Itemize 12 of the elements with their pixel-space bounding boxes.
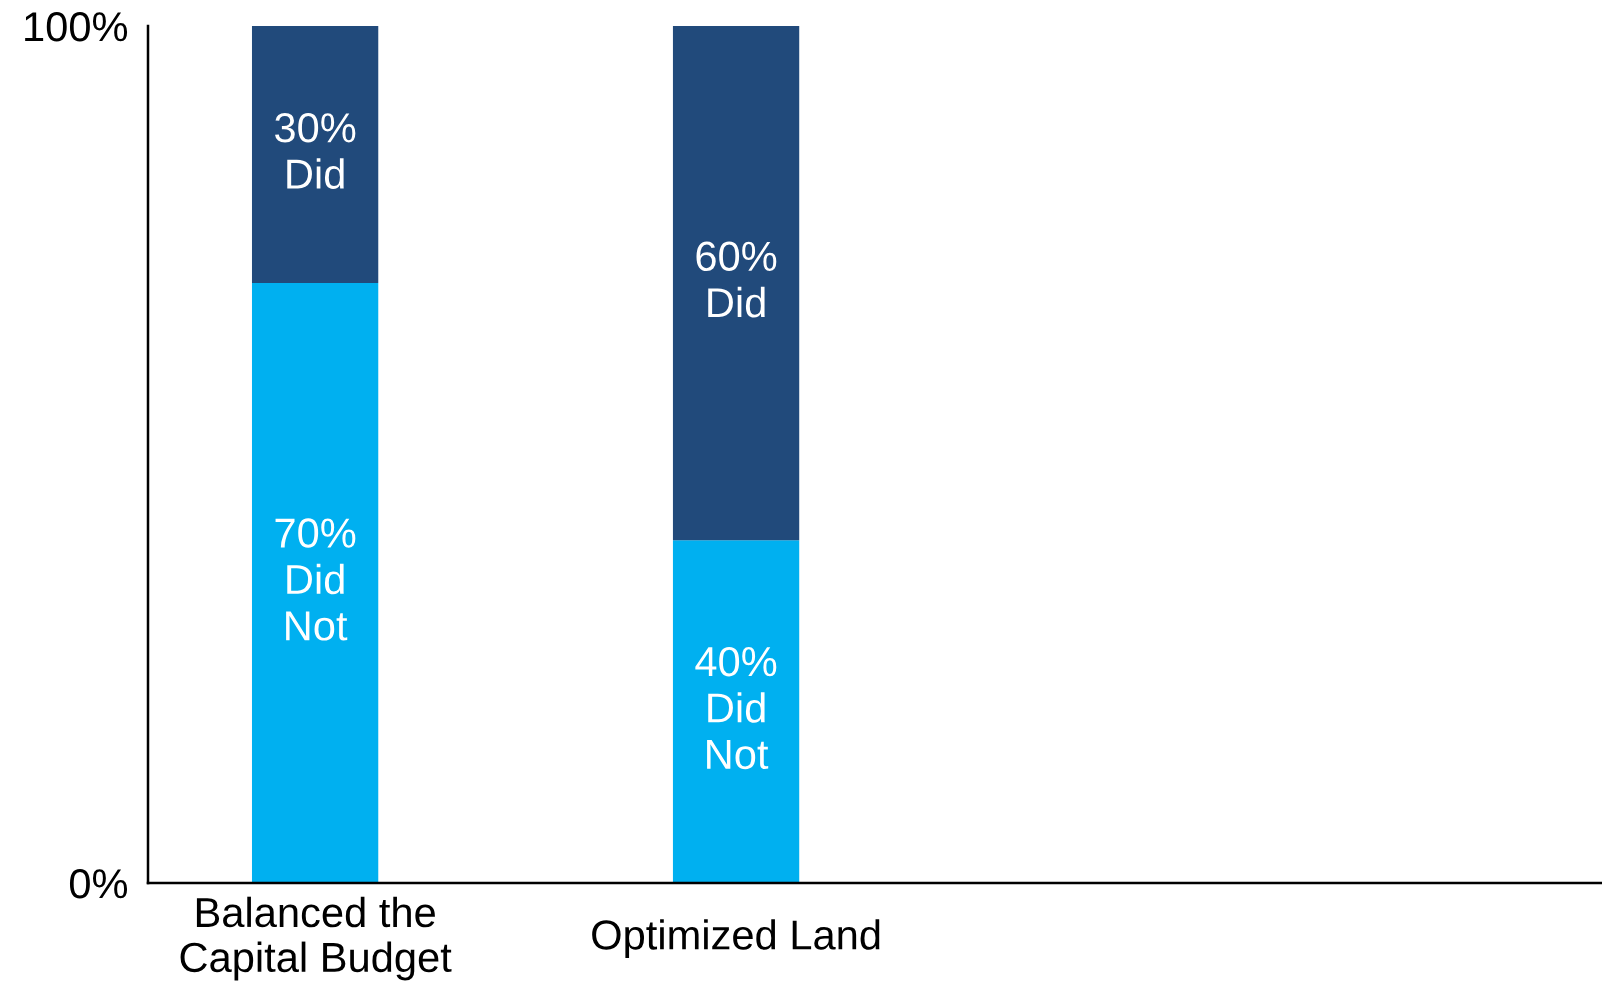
bar (251, 26, 379, 284)
data-label: 40% Did Not (695, 646, 777, 770)
y-tick-label: 100% (25, 12, 128, 42)
data-label: 30% Did (275, 113, 356, 189)
bar (672, 540, 800, 883)
bar (251, 283, 379, 883)
x-tick-label: Balanced the Capital Budget (180, 896, 452, 981)
y-tick-label: 0% (69, 869, 128, 899)
data-label: 70% Did Not (275, 518, 356, 641)
bar (672, 26, 800, 541)
data-label: 60% Did (696, 241, 777, 318)
x-tick-label: Optimized Land (592, 919, 880, 958)
